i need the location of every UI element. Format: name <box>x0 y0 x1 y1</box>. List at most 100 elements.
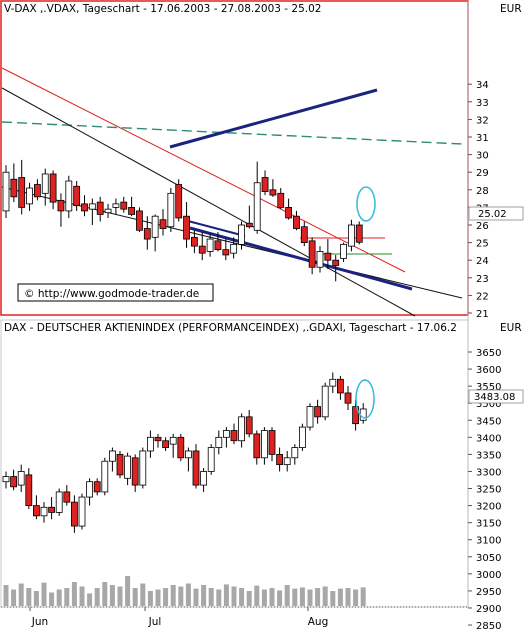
dax-candle-body <box>215 436 223 448</box>
x-axis-label: Jul <box>148 616 162 628</box>
dax-volume-bar <box>246 591 252 606</box>
vdax-candle-body <box>293 215 300 229</box>
vdax-candle-body <box>300 226 308 243</box>
dax-volume-bar <box>208 588 214 606</box>
dax-candle-body <box>253 433 261 459</box>
vdax-y-tick-label: 31 <box>476 133 489 144</box>
vdax-candle-body <box>10 178 18 198</box>
dax-y-tick-label: 3300 <box>476 467 501 478</box>
dax-volume-bar <box>117 586 123 606</box>
dax-y-tick-label: 3450 <box>476 416 501 427</box>
vdax-candle-body <box>183 215 190 240</box>
vdax-y-tick-label: 22 <box>476 291 489 302</box>
vdax-y-tick-label: 23 <box>476 274 489 285</box>
dax-candle-body <box>116 453 124 476</box>
watermark-text: © http://www.godmode-trader.de <box>24 288 199 300</box>
dax-volume-bar <box>185 583 191 606</box>
dax-volume-bar <box>18 583 24 606</box>
dax-candle-body <box>2 476 10 483</box>
vdax-trendlines <box>1 67 463 317</box>
vdax-candle-body <box>253 182 261 231</box>
dax-volume-bar <box>254 585 260 606</box>
vdax-y-tick-label: 24 <box>476 256 489 267</box>
dax-y-tick-label: 2900 <box>476 604 501 615</box>
navy-falling-trendline <box>189 226 413 291</box>
dax-y-tick-label: 3600 <box>476 365 501 376</box>
vdax-candle-body <box>245 222 253 228</box>
vdax-last-value-box <box>468 206 524 221</box>
dax-candle-body <box>71 501 78 527</box>
vdax-candle-body <box>214 240 222 251</box>
dax-candle-body <box>329 378 337 387</box>
vdax-candle-body <box>128 206 136 215</box>
dax-volume-bar <box>109 585 115 606</box>
vdax-candle-body <box>73 185 81 207</box>
dax-candle-body <box>139 450 147 486</box>
dax-candle-body <box>344 392 352 404</box>
vdax-chart-title: V-DAX ,.VDAX, Tageschart - 17.06.2003 - … <box>4 3 321 15</box>
vdax-candle-body <box>120 201 128 210</box>
dax-candle-body <box>200 471 208 486</box>
x-axis-label: Jun <box>31 616 48 628</box>
vdax-candle-body <box>167 192 175 228</box>
dax-y-tick-label: 2850 <box>476 621 501 632</box>
vdax-panel-frame <box>0 0 469 316</box>
dax-last-value-box <box>468 389 524 404</box>
vdax-candle-body <box>18 177 26 208</box>
vdax-y-tick-label: 29 <box>476 168 489 179</box>
dax-volume-bar <box>11 589 17 606</box>
black-channel-line-upper <box>1 87 416 317</box>
dax-candle-body <box>10 476 18 488</box>
dax-y-tick-label: 3250 <box>476 485 501 496</box>
vdax-candle-body <box>198 245 206 254</box>
dax-candle-body <box>124 455 131 479</box>
dax-candle-body <box>154 436 162 442</box>
dax-volume-bar <box>299 587 305 606</box>
dax-volume-bar <box>231 586 237 606</box>
dax-candle-body <box>245 416 253 435</box>
dax-candle-body <box>238 416 246 442</box>
dax-candle-body <box>352 406 360 425</box>
vdax-candle-body <box>261 177 269 192</box>
vdax-candle-body <box>88 203 96 210</box>
dax-volume-bar <box>277 590 283 606</box>
navy-rising-trendline <box>169 88 378 149</box>
dax-volume-bar <box>337 588 343 606</box>
dax-y-tick-label: 3500 <box>476 399 501 410</box>
dax-volume-bar <box>223 584 229 606</box>
dax-volume-bar <box>56 589 62 606</box>
dax-volume-bar <box>216 589 222 606</box>
dax-y-tick-label: 3050 <box>476 553 501 564</box>
vdax-candle-body <box>238 224 245 245</box>
dax-y-tick-label: 3350 <box>476 450 501 461</box>
dax-volume-bar <box>79 586 85 606</box>
dax-candle-body <box>336 378 344 394</box>
dax-candle-body <box>276 453 284 466</box>
vdax-candle-body <box>96 201 104 215</box>
dax-candle-body <box>230 430 238 442</box>
vdax-y-tick-label: 21 <box>476 309 489 320</box>
vdax-candle-body <box>41 173 49 194</box>
dax-highlight-ellipse <box>355 379 375 419</box>
dax-y-tick-label: 3650 <box>476 348 501 359</box>
dax-volume-bar <box>360 587 366 606</box>
dax-candle-body <box>306 406 314 428</box>
dax-volume-bar <box>49 592 55 606</box>
dax-volume-bar <box>71 582 77 606</box>
vdax-candle-body <box>136 210 143 231</box>
vdax-y-axis: 2122232425262728293031323334 <box>468 80 489 320</box>
dax-last-value: 3483.08 <box>474 392 515 403</box>
dax-currency-label: EUR <box>500 322 522 334</box>
vdax-candle-body <box>143 228 151 240</box>
dax-volume-bar <box>239 588 245 606</box>
dax-candle-body <box>48 506 55 513</box>
dax-volume-bar <box>307 589 313 606</box>
dax-candle-body <box>109 450 116 462</box>
dax-candle-body <box>283 457 291 466</box>
dax-volume-bar <box>261 589 267 606</box>
vdax-candle-body <box>57 199 65 212</box>
dax-volume-bar <box>132 588 138 606</box>
dax-volume-bar <box>26 588 32 606</box>
vdax-candle-body <box>347 224 355 247</box>
dax-volume-bar <box>33 591 39 606</box>
